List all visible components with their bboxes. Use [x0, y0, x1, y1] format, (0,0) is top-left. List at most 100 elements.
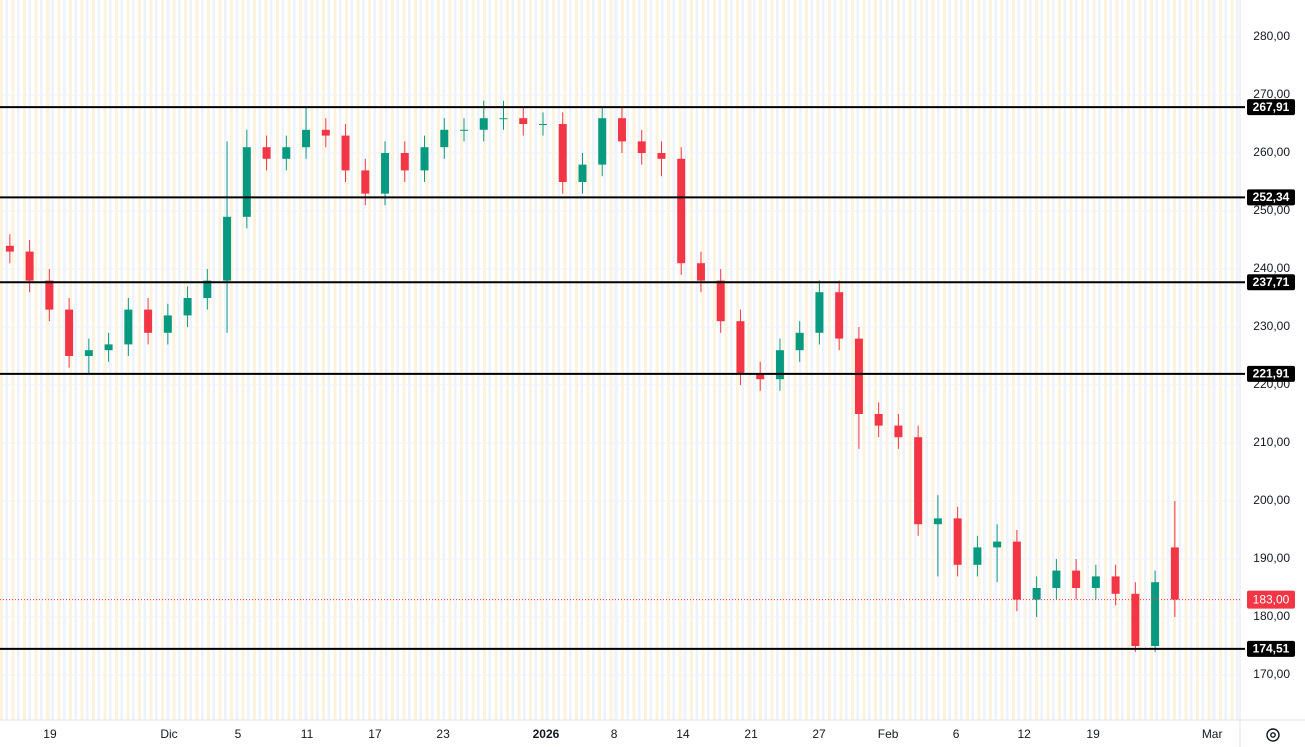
- candle-body: [5, 245, 14, 252]
- candle-body: [1111, 576, 1120, 594]
- candle: [124, 297, 133, 356]
- candle: [144, 297, 153, 345]
- candle: [242, 129, 251, 229]
- x-tick-label: 8: [611, 727, 618, 741]
- candle: [894, 413, 903, 449]
- candle: [953, 506, 962, 577]
- candle-body: [440, 129, 449, 148]
- candle: [1111, 564, 1120, 606]
- settings-icon[interactable]: [1266, 728, 1280, 742]
- candle-body: [361, 170, 370, 194]
- candle-body: [933, 518, 942, 525]
- candle-body: [400, 153, 409, 171]
- candle: [499, 100, 508, 130]
- candle-body: [25, 251, 34, 281]
- candle-body: [65, 309, 74, 356]
- candle-body: [1151, 582, 1160, 646]
- candle-body: [558, 124, 567, 183]
- settings-hub[interactable]: [1270, 732, 1276, 738]
- candle-body: [657, 153, 666, 159]
- candle: [163, 303, 172, 345]
- candle: [1072, 558, 1081, 600]
- candle: [1052, 558, 1061, 600]
- candle: [696, 251, 705, 293]
- candle: [262, 135, 271, 171]
- x-tick-label: 14: [676, 727, 690, 741]
- x-tick-label: Mar: [1202, 727, 1223, 741]
- candle: [795, 321, 804, 362]
- candle-body: [479, 118, 488, 130]
- last-price-label: 183,00: [1253, 592, 1290, 606]
- candle: [874, 402, 883, 438]
- candle: [815, 280, 824, 345]
- candle: [1012, 529, 1021, 612]
- level-label-box: [1247, 640, 1295, 657]
- candle-body: [163, 315, 172, 333]
- candle: [5, 234, 14, 264]
- candle-body: [1131, 593, 1140, 646]
- candle-body: [953, 518, 962, 565]
- level-label-box: [1247, 274, 1295, 291]
- candle-body: [795, 332, 804, 351]
- x-tick-label: 19: [43, 727, 57, 741]
- candle-body: [914, 437, 923, 525]
- candle: [1032, 576, 1041, 617]
- x-tick-label: Dic: [160, 727, 177, 741]
- settings-gear[interactable]: [1266, 728, 1280, 742]
- level-label-box: [1247, 365, 1295, 382]
- candle: [223, 141, 232, 333]
- candle-body: [203, 280, 212, 298]
- x-tick-label: Feb: [878, 727, 899, 741]
- candle: [775, 338, 784, 391]
- candle-body: [578, 164, 587, 183]
- y-tick-label: 240,00: [1253, 261, 1290, 275]
- candle: [973, 535, 982, 577]
- candle-body: [1052, 570, 1061, 588]
- candle-body: [341, 135, 350, 171]
- last-price-box: [1247, 590, 1295, 609]
- candle-body: [282, 147, 291, 159]
- candle: [104, 332, 113, 362]
- x-tick-label: 12: [1018, 727, 1032, 741]
- y-tick-label: 190,00: [1253, 551, 1290, 565]
- candle-body: [716, 280, 725, 322]
- candle: [1091, 564, 1100, 600]
- candle: [854, 326, 863, 449]
- candle: [381, 141, 390, 206]
- y-tick-label: 250,00: [1253, 203, 1290, 217]
- level-label: 252,34: [1253, 190, 1290, 204]
- level-label: 237,71: [1253, 275, 1290, 289]
- level-label: 221,91: [1253, 367, 1290, 381]
- level-label: 174,51: [1253, 642, 1290, 656]
- x-tick-label: 21: [744, 727, 758, 741]
- candle: [756, 361, 765, 391]
- candle-body: [1032, 587, 1041, 600]
- level-label-box: [1247, 99, 1295, 116]
- candle-body: [460, 129, 469, 131]
- x-tick-label: 5: [235, 727, 242, 741]
- candle-body: [538, 124, 547, 126]
- candle: [914, 425, 923, 536]
- y-tick-label: 180,00: [1253, 609, 1290, 623]
- candle: [321, 118, 330, 148]
- x-tick-label: 11: [301, 727, 314, 741]
- candle: [341, 124, 350, 183]
- candle-body: [84, 350, 93, 356]
- candle: [84, 338, 93, 374]
- candle: [65, 297, 74, 368]
- candle-body: [854, 338, 863, 414]
- candle: [1151, 570, 1160, 652]
- candle-body: [815, 292, 824, 333]
- x-tick-label: 17: [368, 727, 382, 741]
- candle: [558, 112, 567, 194]
- candle: [1170, 500, 1179, 617]
- candle: [519, 106, 528, 136]
- candle: [578, 153, 587, 194]
- candle-body: [499, 118, 508, 120]
- candle: [598, 106, 607, 177]
- x-tick-label: 6: [953, 727, 960, 741]
- y-tick-label: 200,00: [1253, 493, 1290, 507]
- candle-body: [381, 153, 390, 194]
- candle: [1131, 582, 1140, 652]
